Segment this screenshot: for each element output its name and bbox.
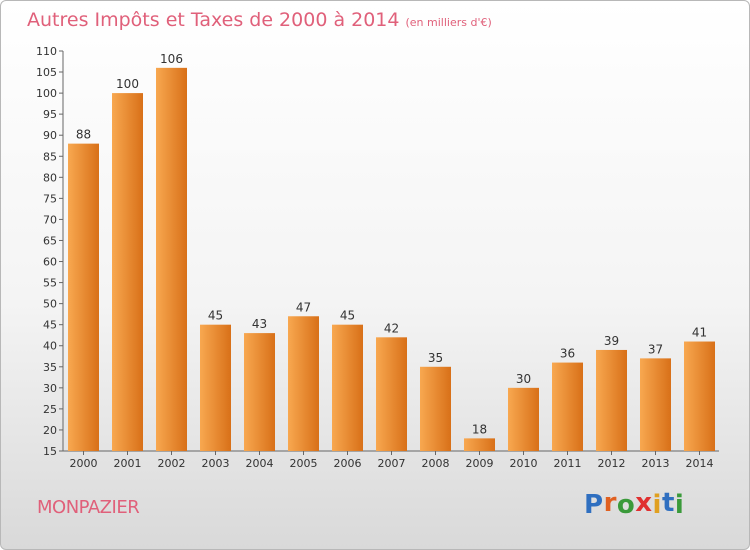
bar-2001 xyxy=(112,93,143,452)
x-tick-label: 2000 xyxy=(70,457,98,470)
bar-value-label: 106 xyxy=(160,52,183,66)
chart-subtitle: (en milliers d'€) xyxy=(405,16,492,29)
bar-2011 xyxy=(552,362,583,451)
bar-value-label: 100 xyxy=(116,77,139,91)
y-tick-label: 25 xyxy=(43,403,57,416)
y-tick-label: 105 xyxy=(36,66,57,79)
bar-2014 xyxy=(684,341,715,451)
bar-2012 xyxy=(596,349,627,451)
y-tick-label: 95 xyxy=(43,108,57,121)
y-tick-label: 75 xyxy=(43,192,57,205)
x-tick-label: 2006 xyxy=(334,457,362,470)
x-tick-label: 2008 xyxy=(422,457,450,470)
logo-letter: r xyxy=(603,488,617,518)
x-tick-label: 2001 xyxy=(114,457,142,470)
y-tick-label: 100 xyxy=(36,87,57,100)
bar-value-label: 45 xyxy=(340,309,355,323)
x-tick-label: 2002 xyxy=(158,457,186,470)
y-tick-label: 30 xyxy=(43,382,57,395)
x-tick-label: 2003 xyxy=(202,457,230,470)
logo-letter: t xyxy=(661,488,675,518)
bar-2010 xyxy=(508,387,539,451)
y-tick-label: 35 xyxy=(43,361,57,374)
bar-2002 xyxy=(156,67,187,451)
logo-letter: x xyxy=(635,488,653,518)
y-tick-label: 85 xyxy=(43,150,57,163)
bar-2006 xyxy=(332,324,363,451)
bar-2007 xyxy=(376,337,407,451)
bar-value-label: 30 xyxy=(516,372,531,386)
x-tick-label: 2009 xyxy=(466,457,494,470)
y-tick-label: 20 xyxy=(43,424,57,437)
x-tick-label: 2011 xyxy=(554,457,582,470)
x-tick-label: 2010 xyxy=(510,457,538,470)
place-name: MONPAZIER xyxy=(37,497,140,518)
y-tick-label: 40 xyxy=(43,340,57,353)
y-tick-label: 45 xyxy=(43,319,57,332)
y-tick-label: 65 xyxy=(43,234,57,247)
y-tick-label: 90 xyxy=(43,129,57,142)
y-tick-label: 55 xyxy=(43,277,57,290)
y-tick-label: 110 xyxy=(36,45,57,58)
x-tick-label: 2014 xyxy=(686,457,714,470)
bar-2000 xyxy=(68,143,99,451)
bar-value-label: 88 xyxy=(76,128,91,142)
bar-value-label: 37 xyxy=(648,342,663,356)
bar-value-label: 42 xyxy=(384,321,399,335)
y-tick-label: 50 xyxy=(43,298,57,311)
bar-2013 xyxy=(640,358,671,451)
bar-value-label: 45 xyxy=(208,309,223,323)
logo-letter: i xyxy=(652,490,662,520)
bar-2005 xyxy=(288,316,319,451)
bar-value-label: 35 xyxy=(428,351,443,365)
logo-letter: P xyxy=(584,490,604,520)
proxiti-logo: Proxiti xyxy=(584,488,685,520)
x-tick-label: 2012 xyxy=(598,457,626,470)
bar-2008 xyxy=(420,366,451,451)
bar-2003 xyxy=(200,324,231,451)
bar-value-label: 47 xyxy=(296,300,311,314)
chart-title-text: Autres Impôts et Taxes de 2000 à 2014 xyxy=(27,9,400,31)
bar-value-label: 18 xyxy=(472,422,487,436)
x-tick-label: 2005 xyxy=(290,457,318,470)
x-tick-label: 2013 xyxy=(642,457,670,470)
bar-2004 xyxy=(244,333,275,451)
logo-letter: i xyxy=(674,490,685,520)
y-tick-label: 70 xyxy=(43,213,57,226)
logo-letter: o xyxy=(616,490,636,520)
chart-title: Autres Impôts et Taxes de 2000 à 2014 (en… xyxy=(27,9,492,31)
x-tick-label: 2004 xyxy=(246,457,274,470)
y-tick-label: 60 xyxy=(43,256,57,269)
bar-value-label: 36 xyxy=(560,347,575,361)
bar-value-label: 39 xyxy=(604,334,619,348)
y-tick-label: 80 xyxy=(43,171,57,184)
bar-value-label: 43 xyxy=(252,317,267,331)
bar-value-label: 41 xyxy=(692,326,707,340)
y-tick-label: 15 xyxy=(43,445,57,458)
chart-bars: 88 100 106 45 43 47 45 42 35 18 30 36 39 37 41 xyxy=(68,52,715,452)
bar-2009 xyxy=(464,438,495,451)
x-tick-label: 2007 xyxy=(378,457,406,470)
